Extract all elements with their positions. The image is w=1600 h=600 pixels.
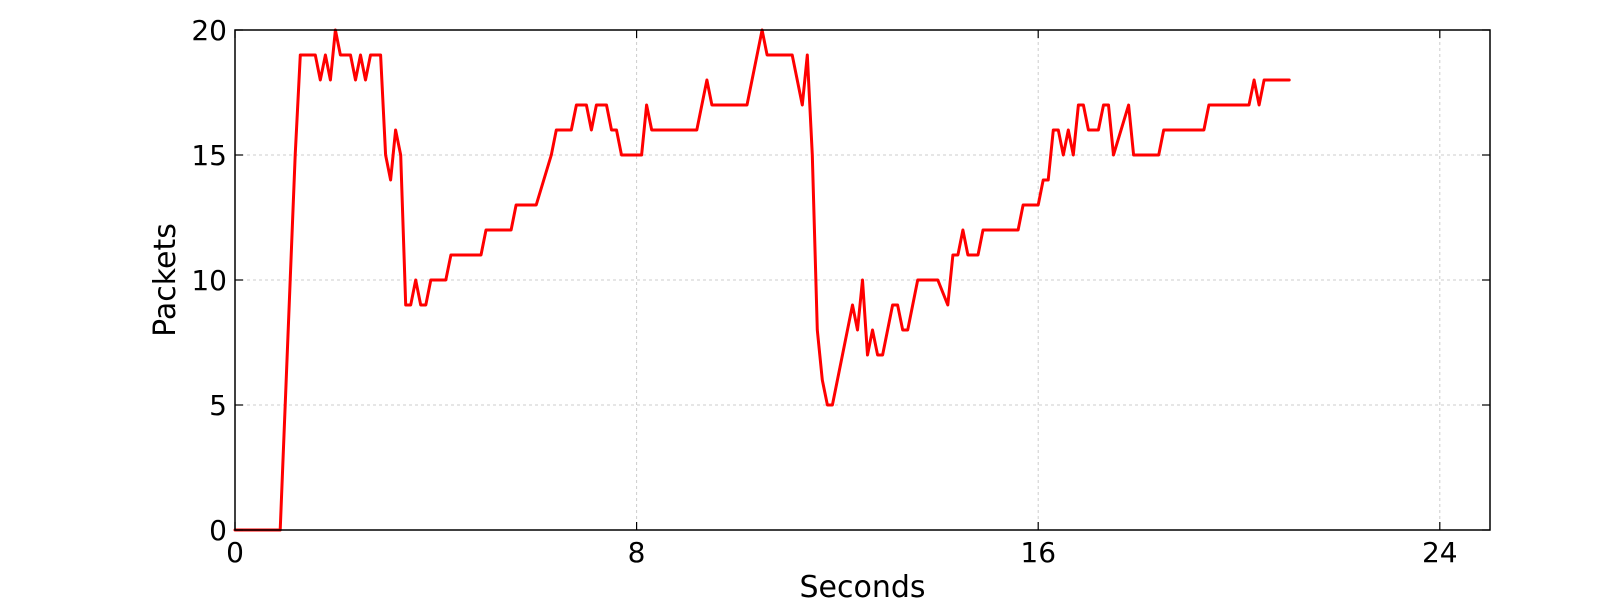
x-axis: 0 8 16 24	[226, 30, 1458, 569]
x-tick-label: 0	[226, 536, 244, 569]
series-line	[233, 28, 1291, 532]
y-tick-label: 20	[191, 14, 227, 47]
y-tick-label: 10	[191, 264, 227, 297]
y-axis-label: Packets	[148, 223, 183, 337]
x-tick-label: 16	[1020, 536, 1056, 569]
x-tick-label: 8	[628, 536, 646, 569]
x-tick-label: 24	[1422, 536, 1458, 569]
y-axis: 0 5 10 15 20	[191, 14, 1490, 547]
y-tick-label: 15	[191, 139, 227, 172]
y-tick-label: 0	[209, 514, 227, 547]
y-tick-label: 5	[209, 389, 227, 422]
x-axis-label: Seconds	[799, 570, 925, 600]
